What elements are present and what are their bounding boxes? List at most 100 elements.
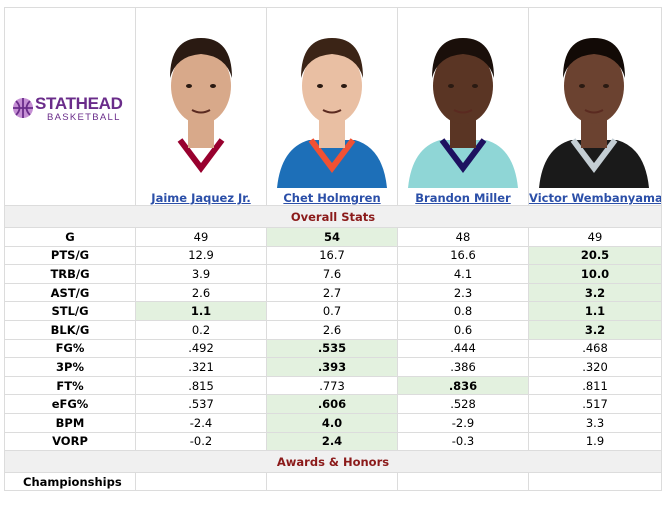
stat-value: 3.2 (528, 319, 662, 340)
stat-value: .537 (135, 394, 267, 414)
stat-label: AST/G (4, 282, 136, 303)
stat-value: 20.5 (528, 245, 662, 266)
stat-value: .606 (266, 394, 398, 414)
stat-value: 10.0 (528, 264, 662, 284)
stat-value: .393 (266, 357, 398, 377)
stat-row: PTS/G 12.9 16.7 16.6 20.5 (4, 245, 662, 266)
stat-value: .320 (528, 357, 662, 377)
awards-value (397, 472, 529, 492)
stat-row: 3P% .321.393.386.320 (4, 357, 662, 377)
stat-value: 4.0 (266, 412, 398, 433)
player-portrait-icon (271, 8, 393, 188)
stat-value: 1.9 (528, 431, 662, 452)
player-photo[interactable] (533, 8, 655, 188)
awards-label: Championships (4, 472, 136, 492)
stat-label: BLK/G (4, 319, 136, 340)
stat-value: .517 (528, 394, 662, 414)
stat-row: BLK/G 0.2 2.6 0.6 3.2 (4, 319, 662, 340)
stat-value: 54 (266, 227, 398, 247)
logo-cell: STATHEAD BASKETBALL (4, 7, 136, 206)
awards-value (266, 472, 398, 492)
stat-row: STL/G 1.1 0.7 0.8 1.1 (4, 301, 662, 321)
stat-value: 2.7 (266, 282, 398, 303)
basketball-logo-icon (13, 98, 33, 118)
section-header-overall: Overall Stats (4, 205, 662, 228)
player-portrait-icon (533, 8, 655, 188)
player-portrait-icon (140, 8, 262, 188)
player-name-link[interactable]: Chet Holmgren (283, 191, 381, 205)
stat-value: -0.2 (135, 431, 267, 452)
stat-value: 2.6 (266, 319, 398, 340)
stat-row: G 49 54 48 49 (4, 227, 662, 247)
stathead-logo[interactable]: STATHEAD BASKETBALL (11, 94, 135, 124)
stat-value: .492 (135, 338, 267, 359)
section-title: Overall Stats (4, 205, 662, 228)
player-name-link[interactable]: Victor Wembanyama (529, 191, 661, 205)
stat-value: -2.4 (135, 412, 267, 433)
player-photo[interactable] (402, 8, 524, 188)
stat-value: 4.1 (397, 264, 529, 284)
stat-value: -0.3 (397, 431, 529, 452)
stat-value: .773 (266, 375, 398, 396)
stat-value: 7.6 (266, 264, 398, 284)
stat-value: 3.3 (528, 412, 662, 433)
stat-value: 48 (397, 227, 529, 247)
stat-row: TRB/G 3.9 7.6 4.1 10.0 (4, 264, 662, 284)
stat-row: FT% .815.773.836.811 (4, 375, 662, 396)
player-column-2: Chet Holmgren (266, 7, 398, 206)
stat-value: 16.7 (266, 245, 398, 266)
stat-label: BPM (4, 412, 136, 433)
stat-label: TRB/G (4, 264, 136, 284)
stat-value: .815 (135, 375, 267, 396)
stat-label: PTS/G (4, 245, 136, 266)
stat-value: .386 (397, 357, 529, 377)
stat-value: 49 (528, 227, 662, 247)
comparison-table: STATHEAD BASKETBALL Jaime Jaquez Jr. Che… (4, 7, 662, 492)
stat-value: 0.6 (397, 319, 529, 340)
player-name-link[interactable]: Jaime Jaquez Jr. (151, 191, 251, 205)
awards-value (528, 472, 662, 492)
stat-value: 2.3 (397, 282, 529, 303)
player-photo[interactable] (140, 8, 262, 188)
stat-label: G (4, 227, 136, 247)
stat-value: 16.6 (397, 245, 529, 266)
logo-text-basketball: BASKETBALL (47, 112, 121, 123)
stat-label: eFG% (4, 394, 136, 414)
stat-label: 3P% (4, 357, 136, 377)
stat-row: FG% .492.535.444.468 (4, 338, 662, 359)
awards-row: Championships (4, 472, 662, 492)
player-header-row: STATHEAD BASKETBALL Jaime Jaquez Jr. Che… (4, 7, 662, 206)
player-portrait-icon (402, 8, 524, 188)
stat-value: 1.1 (528, 301, 662, 321)
logo-text-stathead: STATHEAD (35, 94, 123, 113)
stat-value: 1.1 (135, 301, 267, 321)
stat-value: .528 (397, 394, 529, 414)
stat-value: 2.6 (135, 282, 267, 303)
player-column-3: Brandon Miller (397, 7, 529, 206)
stat-value: 49 (135, 227, 267, 247)
stat-label: STL/G (4, 301, 136, 321)
stat-label: FT% (4, 375, 136, 396)
stat-value: .535 (266, 338, 398, 359)
stat-value: 0.2 (135, 319, 267, 340)
stat-value: .836 (397, 375, 529, 396)
stat-value: 3.2 (528, 282, 662, 303)
stat-value: 2.4 (266, 431, 398, 452)
stat-value: 0.7 (266, 301, 398, 321)
stat-label: VORP (4, 431, 136, 452)
player-column-4: Victor Wembanyama (528, 7, 662, 206)
section-title: Awards & Honors (4, 450, 662, 474)
awards-value (135, 472, 267, 492)
player-name-link[interactable]: Brandon Miller (415, 191, 511, 205)
stat-row: VORP -0.2 2.4 -0.3 1.9 (4, 431, 662, 452)
stat-value: 3.9 (135, 264, 267, 284)
player-photo[interactable] (271, 8, 393, 188)
stat-value: .468 (528, 338, 662, 359)
stat-value: .444 (397, 338, 529, 359)
stat-label: FG% (4, 338, 136, 359)
stat-value: 0.8 (397, 301, 529, 321)
stat-value: 12.9 (135, 245, 267, 266)
stat-row: eFG% .537.606.528.517 (4, 394, 662, 414)
stat-row: AST/G 2.6 2.7 2.3 3.2 (4, 282, 662, 303)
stat-value: -2.9 (397, 412, 529, 433)
